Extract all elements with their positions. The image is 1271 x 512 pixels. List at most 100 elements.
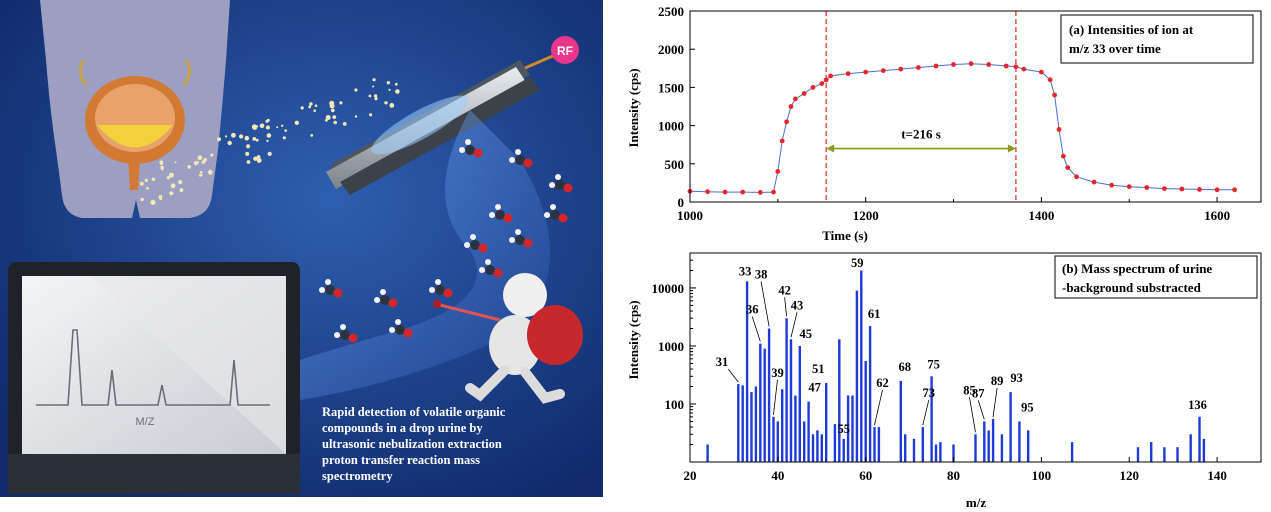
peak-label: 75 [927,357,940,371]
data-point [1144,185,1150,190]
spectrum-bar [785,318,788,462]
data-point [968,61,974,67]
y-tick-label: 2000 [658,42,684,57]
chart-a: 1000 1200 1400 1600 0 500 1000 1500 2000 2500 Tim… [626,4,1262,243]
data-point [757,190,763,195]
peak-label: 39 [771,366,784,380]
droplet [244,135,250,141]
data-point [1109,182,1115,188]
hydrogen-atom [395,319,401,325]
spectrum-bar [855,290,859,462]
data-point [863,69,869,75]
droplet [372,78,376,82]
spectrum-bar [864,361,867,462]
droplet [313,109,317,112]
spectrum-bar [763,348,766,462]
hydrogen-atom [380,289,386,295]
droplet [265,125,270,130]
droplet [144,178,148,182]
data-point [933,63,939,69]
droplet [325,115,331,120]
droplet [255,138,259,142]
chart-a-arrow-label: t=216 s [901,127,941,142]
data-point [819,81,825,86]
x-tick-label: 1200 [853,208,879,223]
carbon-atom [485,265,495,275]
monitor-axis-label: M/Z [136,416,155,428]
peak-label: 68 [899,360,912,374]
peak-label: 47 [808,381,821,395]
rf-label: RF [557,44,573,58]
duration-arrow-head [826,144,835,153]
hydrogen-atom [509,237,515,243]
hydrogen-atom [479,267,485,273]
hydrogen-atom [495,204,501,210]
data-point [1214,187,1220,193]
peak-leader-line [751,316,761,342]
spectrum-bar [811,434,815,462]
spectrum-bar [767,328,771,462]
droplet [227,140,232,146]
droplet [179,188,184,193]
spectrum-bar [991,419,995,462]
oxygen-atom [333,288,343,298]
chart-b-title: (b) Mass spectrum of urine -background s… [1062,261,1215,295]
spectrum-bar [1009,392,1012,462]
peak-label: 61 [868,307,881,321]
illustration-panel: RF M/Z Rapid detection of volatile orga [0,0,603,497]
spectrum-bar [1202,438,1206,462]
monitor-illustration: M/Z [8,262,300,494]
droplet [199,170,203,174]
oxygen-atom [523,238,533,248]
droplet [245,151,250,156]
data-point [916,65,921,70]
data-point [986,62,992,67]
droplet [368,94,372,98]
y-tick-label: 500 [665,157,685,172]
spectrum-bar [1136,447,1140,462]
oxygen-atom [443,288,453,298]
droplet [339,101,343,105]
droplet [386,81,390,85]
droplet [354,88,358,92]
chart-a-ticks: 1000 1200 1400 1600 0 500 1000 1500 2000 2500 [658,4,1230,223]
peak-leader-line [784,297,788,317]
hydrogen-atom [555,174,561,180]
peak-label: 36 [746,303,759,317]
droplet [332,115,337,119]
x-tick-label: 20 [684,468,697,483]
droplet [389,103,395,108]
hydrogen-atom [489,212,495,218]
rf-badge [551,36,579,64]
oxygen-atom [478,243,488,253]
carbon-atom [515,235,525,245]
droplet [210,153,214,157]
droplet [151,177,156,181]
data-point [775,169,781,174]
x-tick-label: 100 [1032,468,1052,483]
spectrum-bar [776,421,779,462]
y-tick-label: 0 [678,195,685,210]
chart-b-ylabel: Intensity (cps) [626,300,641,379]
spectrum-bar [706,444,709,462]
droplet [168,172,174,178]
droplet [166,176,171,180]
droplet [178,180,183,185]
spectrum-bar [754,386,758,462]
duration-arrow-head [1007,144,1016,153]
hydrogen-atom [319,287,325,293]
peak-label: 38 [755,268,768,282]
droplet [146,187,149,190]
data-point [1232,187,1237,193]
hydrogen-atom [429,287,435,293]
droplet [284,129,288,132]
droplet [259,123,265,129]
x-tick-label: 1000 [677,208,703,223]
spectrum-bar [1198,416,1201,462]
droplet [256,155,261,159]
hydrogen-atom [435,279,441,285]
chart-a-title-line: m/z 33 over time [1069,41,1161,56]
nebulized-droplets [139,78,400,205]
